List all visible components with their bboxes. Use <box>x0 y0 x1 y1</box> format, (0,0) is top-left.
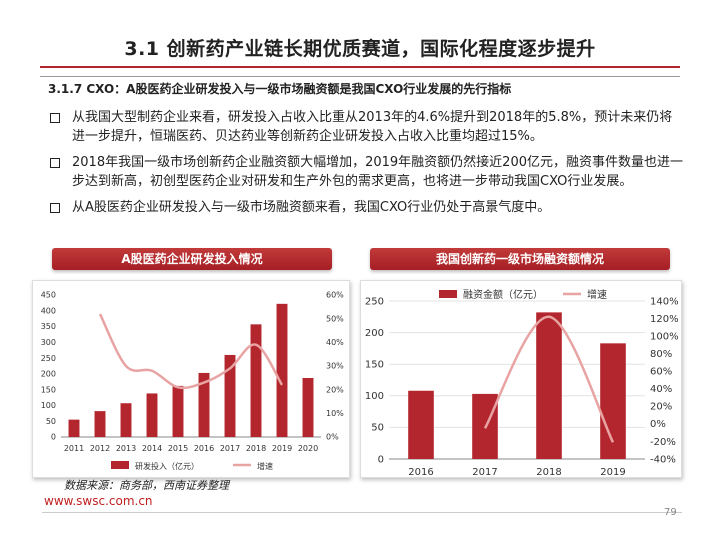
bar <box>94 411 106 437</box>
x-tick-label: 2019 <box>272 444 292 453</box>
bar <box>408 390 434 459</box>
bar <box>198 372 210 437</box>
y-tick-label: 150 <box>365 360 384 371</box>
subtitle-divider <box>40 76 680 77</box>
y-tick-label: 200 <box>365 328 384 339</box>
right-chart-panel: 0 50 100 150 200 250 -40% -20% 0% 20% 40% 60% 80% 100… <box>360 280 682 478</box>
title-divider <box>40 66 680 68</box>
legend-bar-label: 融资金额（亿元） <box>463 288 543 301</box>
x-tick-label: 2017 <box>220 444 240 453</box>
y2-tick-label: 30% <box>326 362 344 371</box>
bullet-list: 从我国大型制药企业来看，研发投入占收入比重从2013年的4.6%提升到2018年… <box>44 108 684 224</box>
y-tick-label: 200 <box>41 370 56 379</box>
website-link[interactable]: www.swsc.com.cn <box>44 494 153 508</box>
rd-investment-chart: 0 50 100 150 200 250 300 350 400 450 0% 10% 20% 30% 40… <box>41 291 344 471</box>
y-tick-label: 50 <box>371 423 384 434</box>
y-tick-label: 300 <box>41 338 56 347</box>
y2-tick-label: -40% <box>650 454 676 465</box>
y-tick-label: 100 <box>41 401 56 410</box>
legend-bar-swatch <box>439 290 457 298</box>
page-title: 3.1 创新药产业链长期优质赛道，国际化程度逐步提升 <box>124 38 596 60</box>
y2-tick-label: 60% <box>326 291 344 300</box>
bar <box>68 419 80 437</box>
y2-tick-label: 10% <box>326 409 344 418</box>
x-tick-label: 2020 <box>298 444 318 453</box>
bar <box>146 393 158 437</box>
y2-tick-label: 80% <box>650 349 672 360</box>
checkbox-bullet-icon <box>50 158 60 168</box>
checkbox-bullet-icon <box>50 113 60 123</box>
legend-bar-swatch <box>111 461 129 469</box>
bullet-text: 从我国大型制药企业来看，研发投入占收入比重从2013年的4.6%提升到2018年… <box>72 110 673 144</box>
bar <box>302 377 314 437</box>
bullet-item: 从我国大型制药企业来看，研发投入占收入比重从2013年的4.6%提升到2018年… <box>44 108 684 146</box>
y-tick-label: 150 <box>41 385 56 394</box>
y2-tick-label: 20% <box>650 402 672 413</box>
bar <box>250 324 262 437</box>
y2-tick-label: 60% <box>650 367 672 378</box>
bullet-item: 从A股医药企业研发投入与一级市场融资额来看，我国CXO行业仍处于高景气度中。 <box>44 198 684 217</box>
bullet-text: 从A股医药企业研发投入与一级市场融资额来看，我国CXO行业仍处于高景气度中。 <box>72 200 551 215</box>
bar <box>536 312 562 459</box>
x-tick-label: 2015 <box>168 444 188 453</box>
left-chart-banner: A股医药企业研发投入情况 <box>52 248 332 270</box>
y2-tick-label: 100% <box>650 331 679 342</box>
legend-line-label: 增速 <box>257 461 273 471</box>
y2-tick-label: 50% <box>326 314 344 323</box>
right-chart-banner: 我国创新药一级市场融资额情况 <box>370 248 670 270</box>
bar <box>120 403 132 437</box>
y-tick-label: 100 <box>365 391 384 402</box>
x-tick-label: 2014 <box>142 444 162 453</box>
y2-tick-label: 40% <box>650 384 672 395</box>
y2-tick-label: 20% <box>326 385 344 394</box>
data-source: 数据来源：商务部，西南证券整理 <box>64 479 229 492</box>
y-tick-label: 400 <box>41 306 56 315</box>
x-tick-label: 2016 <box>408 467 433 477</box>
x-tick-label: 2011 <box>64 444 84 453</box>
x-tick-label: 2017 <box>472 467 497 477</box>
y-tick-label: 350 <box>41 322 56 331</box>
y-tick-label: 0 <box>378 454 384 465</box>
y-tick-label: 50 <box>46 417 56 426</box>
footer-divider <box>42 512 682 513</box>
growth-line <box>98 313 284 390</box>
page-number: 79 <box>664 507 677 518</box>
bullet-item: 2018年我国一级市场创新药企业融资额大幅增加，2019年融资额仍然接近200亿… <box>44 153 684 191</box>
y2-tick-label: 40% <box>326 338 344 347</box>
x-tick-label: 2016 <box>194 444 214 453</box>
y-tick-label: 250 <box>41 354 56 363</box>
growth-line <box>483 315 615 443</box>
bullet-text: 2018年我国一级市场创新药企业融资额大幅增加，2019年融资额仍然接近200亿… <box>72 155 683 189</box>
bar <box>172 385 184 437</box>
section-subtitle: 3.1.7 CXO：A股医药企业研发投入与一级市场融资额是我国CXO行业发展的先… <box>48 82 512 96</box>
x-tick-label: 2018 <box>536 467 561 477</box>
x-tick-label: 2013 <box>116 444 136 453</box>
y2-tick-label: 120% <box>650 314 679 325</box>
y2-tick-label: -20% <box>650 437 676 448</box>
x-tick-label: 2012 <box>90 444 110 453</box>
y-tick-label: 450 <box>41 291 56 300</box>
y2-tick-label: 0% <box>326 433 339 442</box>
x-tick-label: 2018 <box>246 444 266 453</box>
y2-tick-label: 140% <box>650 296 679 307</box>
left-chart-panel: 0 50 100 150 200 250 300 350 400 450 0% 10% 20% 30% 40… <box>32 280 350 478</box>
x-tick-label: 2019 <box>600 467 625 477</box>
y-tick-label: 250 <box>365 296 384 307</box>
legend-line-label: 增速 <box>587 288 607 301</box>
financing-chart: 0 50 100 150 200 250 -40% -20% 0% 20% 40% 60% 80% 100… <box>365 288 679 478</box>
y2-tick-label: 0% <box>650 419 666 430</box>
bar <box>276 303 288 437</box>
bar <box>224 354 236 437</box>
checkbox-bullet-icon <box>50 203 60 213</box>
legend-bar-label: 研发投入（亿元） <box>135 461 199 471</box>
y-tick-label: 0 <box>51 433 56 442</box>
